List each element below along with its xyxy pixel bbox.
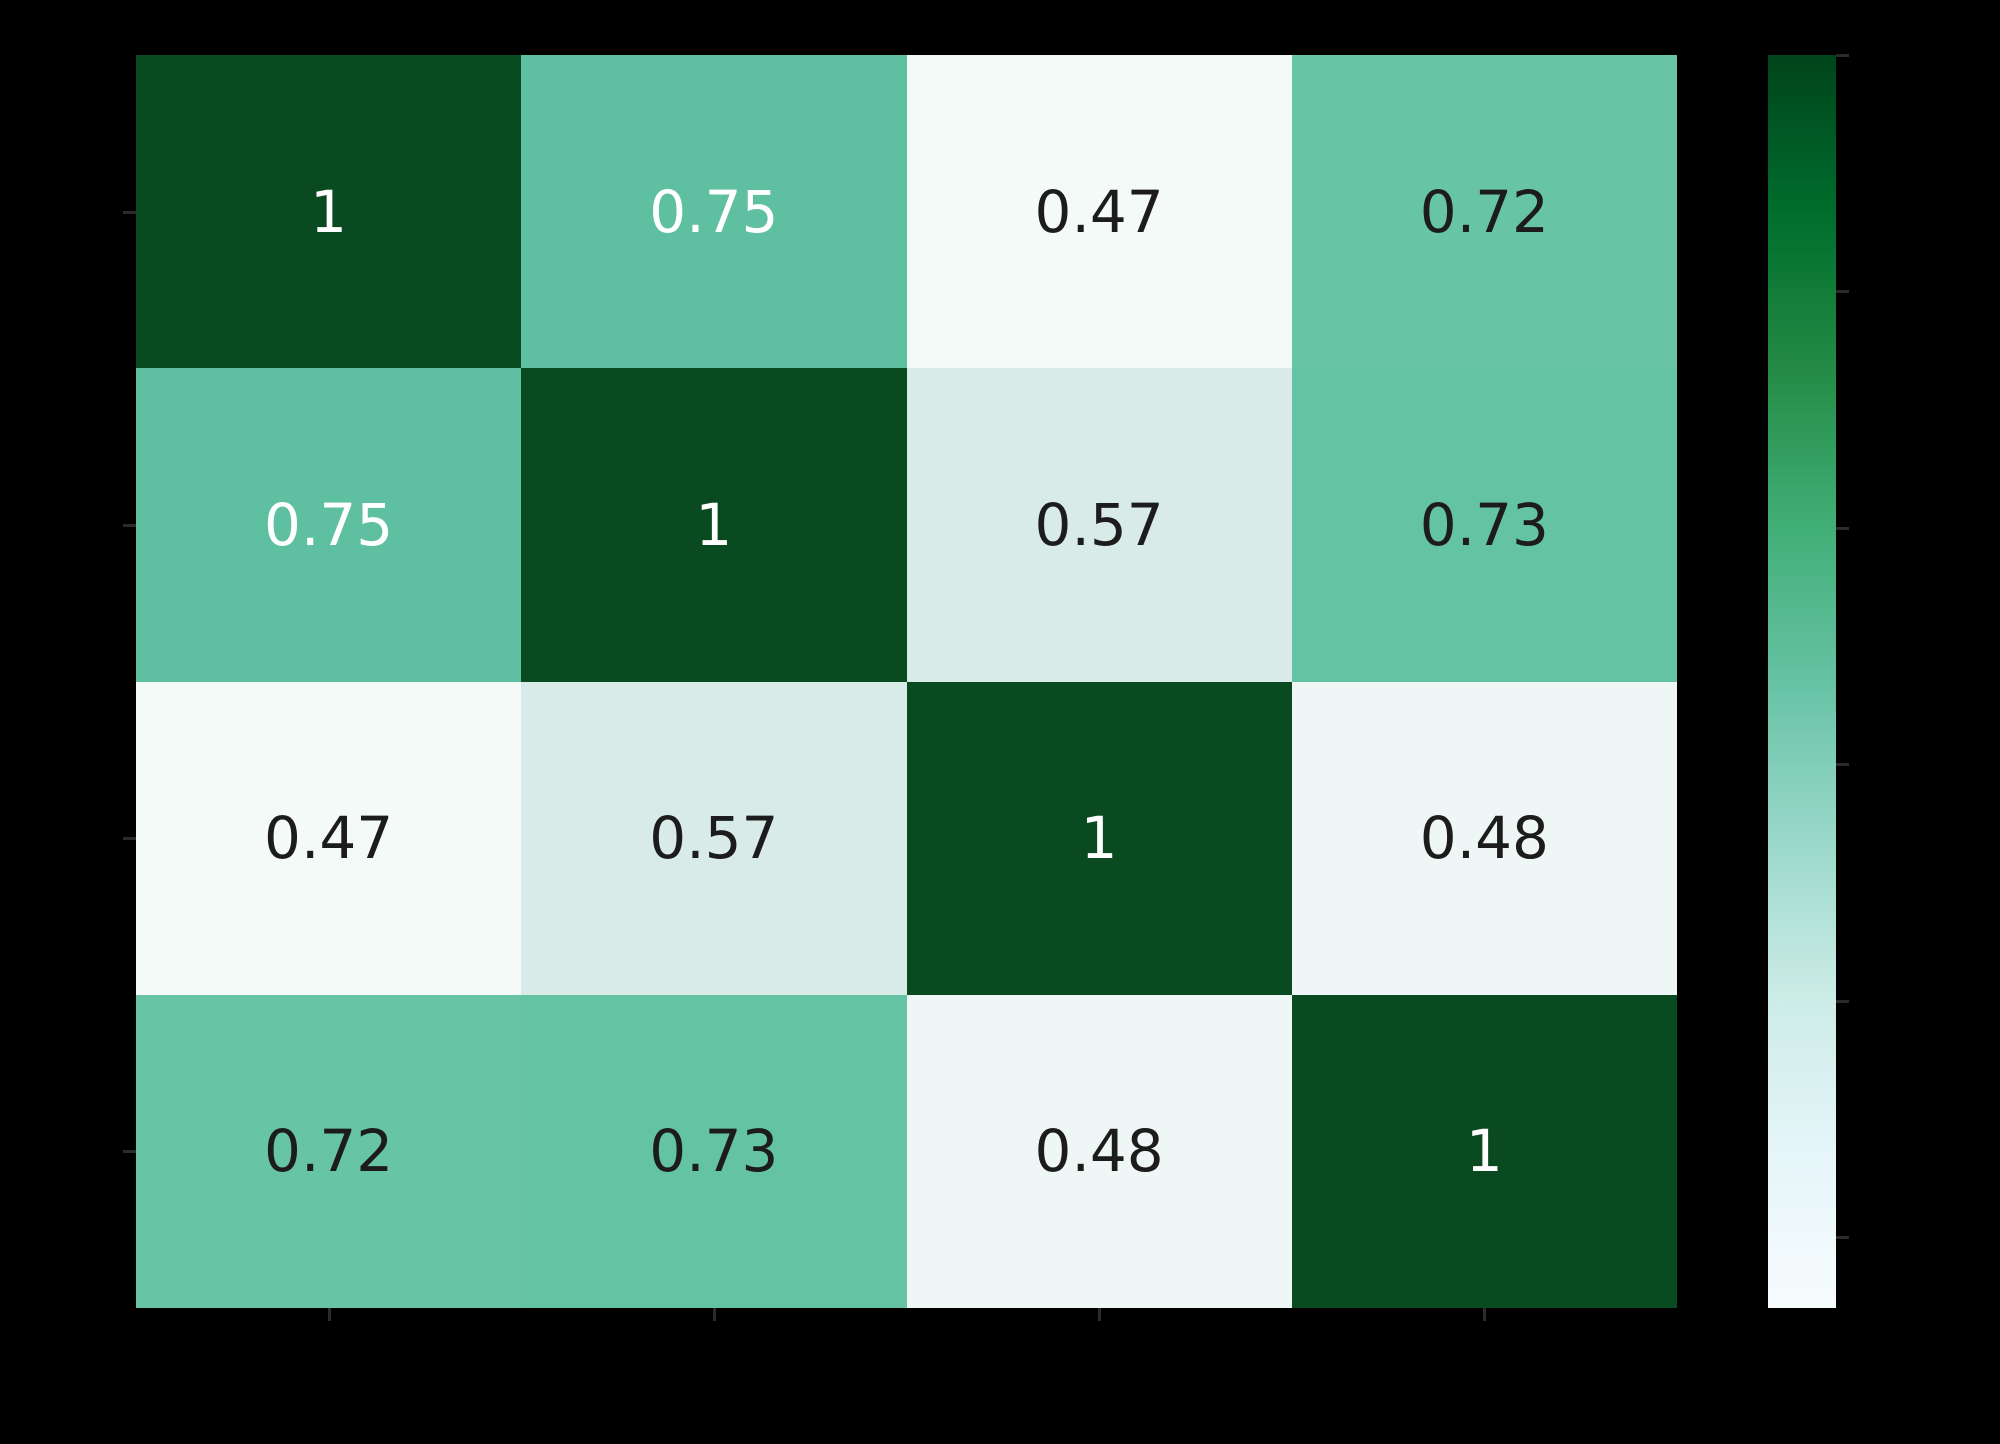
x-axis-tick xyxy=(1483,1308,1486,1321)
x-axis-tick xyxy=(713,1308,716,1321)
heatmap-cell: 0.75 xyxy=(521,55,907,369)
cell-value-label: 0.48 xyxy=(1419,804,1549,873)
cell-value-label: 0.47 xyxy=(1034,177,1164,246)
heatmap-cell: 0.48 xyxy=(1291,681,1677,995)
cell-value-label: 0.57 xyxy=(649,804,779,873)
cell-value-label: 0.47 xyxy=(264,804,394,873)
heatmap-cell: 1 xyxy=(136,55,522,369)
cell-value-label: 0.72 xyxy=(264,1117,394,1186)
colorbar xyxy=(1768,55,1836,1308)
cell-value-label: 1 xyxy=(1465,1117,1503,1186)
colorbar-tick xyxy=(1836,1000,1849,1003)
cell-value-label: 0.75 xyxy=(649,177,779,246)
cell-value-label: 1 xyxy=(310,177,348,246)
colorbar-tick xyxy=(1836,290,1849,293)
heatmap-cell: 0.57 xyxy=(521,681,907,995)
colorbar-tick xyxy=(1836,527,1849,530)
heatmap-cell: 0.72 xyxy=(1291,55,1677,369)
cell-value-label: 1 xyxy=(695,490,733,559)
x-axis-tick xyxy=(328,1308,331,1321)
y-axis-tick xyxy=(123,211,136,214)
heatmap-cell: 0.72 xyxy=(136,994,522,1308)
correlation-heatmap-grid: 1 0.75 0.47 0.72 0.75 1 0.57 0.73 0.47 0.57 1 0.48 0… xyxy=(136,55,1677,1308)
heatmap-cell: 0.57 xyxy=(906,368,1292,682)
cell-value-label: 0.48 xyxy=(1034,1117,1164,1186)
cell-value-label: 1 xyxy=(1080,804,1118,873)
heatmap-cell: 0.73 xyxy=(521,994,907,1308)
cell-value-label: 0.72 xyxy=(1419,177,1549,246)
heatmap-cell: 0.73 xyxy=(1291,368,1677,682)
y-axis-tick xyxy=(123,524,136,527)
heatmap-cell: 1 xyxy=(906,681,1292,995)
colorbar-tick xyxy=(1836,54,1849,57)
y-axis-tick xyxy=(123,837,136,840)
cell-value-label: 0.73 xyxy=(649,1117,779,1186)
x-axis-tick xyxy=(1098,1308,1101,1321)
heatmap-cell: 1 xyxy=(1291,994,1677,1308)
colorbar-tick xyxy=(1836,763,1849,766)
colorbar-tick xyxy=(1836,1236,1849,1239)
heatmap-cell: 1 xyxy=(521,368,907,682)
y-axis-tick xyxy=(123,1150,136,1153)
heatmap-cell: 0.47 xyxy=(906,55,1292,369)
heatmap-cell: 0.48 xyxy=(906,994,1292,1308)
cell-value-label: 0.57 xyxy=(1034,490,1164,559)
heatmap-cell: 0.47 xyxy=(136,681,522,995)
heatmap-cell: 0.75 xyxy=(136,368,522,682)
cell-value-label: 0.73 xyxy=(1419,490,1549,559)
cell-value-label: 0.75 xyxy=(264,490,394,559)
